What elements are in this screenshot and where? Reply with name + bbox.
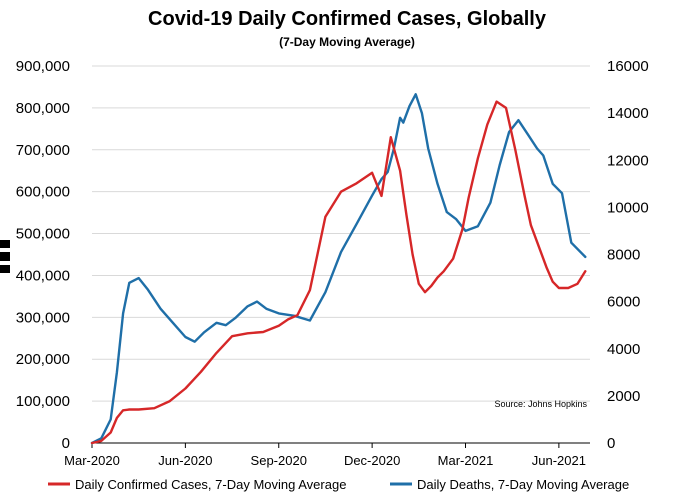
chart-subtitle: (7-Day Moving Average) bbox=[279, 35, 415, 49]
chart-title: Covid-19 Daily Confirmed Cases, Globally bbox=[148, 8, 546, 30]
cases-line bbox=[90, 100, 587, 445]
right-tick-label: 16000 bbox=[607, 58, 649, 75]
x-axis-ticks: Mar-2020 Jun-2020 Sep-2020 Dec-2020 Mar-2021… bbox=[64, 442, 590, 468]
left-axis-ticks: 0 100,000 200,000 300,000 400,000 500,000 600,… bbox=[16, 58, 70, 452]
x-tick-label: Mar-2020 bbox=[64, 453, 120, 468]
left-tick-label: 700,000 bbox=[16, 142, 70, 159]
legend: Daily Confirmed Cases, 7-Day Moving Aver… bbox=[48, 477, 629, 492]
right-tick-label: 2000 bbox=[607, 388, 640, 405]
source-note: Source: Johns Hopkins bbox=[494, 399, 587, 409]
right-axis-ticks: 0 2000 4000 6000 8000 10000 12000 14000 16000 bbox=[607, 58, 649, 452]
legend-cases-label: Daily Confirmed Cases, 7-Day Moving Aver… bbox=[75, 477, 346, 492]
left-tick-label: 200,000 bbox=[16, 351, 70, 368]
gridlines bbox=[92, 65, 590, 402]
right-tick-label: 10000 bbox=[607, 199, 649, 216]
left-tick-label: 300,000 bbox=[16, 309, 70, 326]
right-tick-label: 12000 bbox=[607, 152, 649, 169]
left-tick-label: 800,000 bbox=[16, 100, 70, 117]
right-tick-label: 0 bbox=[607, 435, 615, 452]
x-tick-label: Jun-2020 bbox=[158, 453, 212, 468]
left-tick-label: 900,000 bbox=[16, 58, 70, 75]
left-tick-label: 500,000 bbox=[16, 226, 70, 243]
right-tick-label: 8000 bbox=[607, 247, 640, 264]
right-tick-label: 4000 bbox=[607, 341, 640, 358]
x-tick-label: Mar-2021 bbox=[438, 453, 494, 468]
left-tick-label: 400,000 bbox=[16, 267, 70, 284]
x-tick-label: Sep-2020 bbox=[251, 453, 307, 468]
deaths-line bbox=[90, 93, 587, 445]
left-tick-label: 0 bbox=[62, 435, 70, 452]
series-lines bbox=[90, 93, 587, 445]
legend-deaths-label: Daily Deaths, 7-Day Moving Average bbox=[417, 477, 629, 492]
edge-logo bbox=[0, 240, 10, 273]
left-tick-label: 600,000 bbox=[16, 184, 70, 201]
right-tick-label: 14000 bbox=[607, 105, 649, 122]
x-tick-label: Dec-2020 bbox=[344, 453, 400, 468]
left-tick-label: 100,000 bbox=[16, 393, 70, 410]
right-tick-label: 6000 bbox=[607, 294, 640, 311]
x-tick-label: Jun-2021 bbox=[532, 453, 586, 468]
